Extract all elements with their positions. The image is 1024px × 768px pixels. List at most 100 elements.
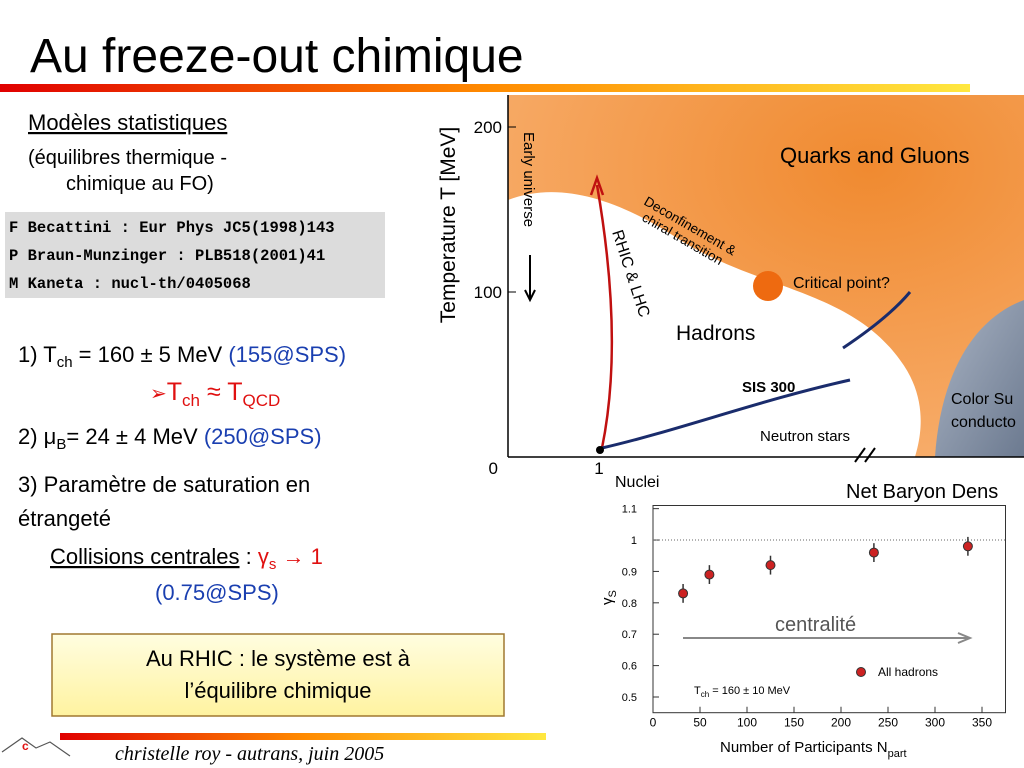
item: 2) μB= 24 ± 4 MeV (250@SPS): [18, 424, 322, 453]
y-tick-label: 0.7: [622, 629, 637, 641]
arrow: [683, 632, 973, 644]
reference: M Kaneta : nucl-th/0405068: [9, 275, 251, 293]
x-tick-label: 300: [925, 716, 945, 730]
y-axis-label: γS: [599, 590, 619, 605]
label: Early universe: [520, 132, 537, 227]
legend-marker: [856, 667, 866, 677]
axis-label: Net Baryon Dens: [846, 481, 998, 503]
item: 1) Tch = 160 ± 5 MeV (155@SPS): [18, 342, 346, 371]
plot-frame: [652, 505, 1006, 714]
sub: ch: [182, 391, 200, 410]
title-rule: [0, 84, 970, 92]
x-tick-label: 100: [737, 716, 757, 730]
conclusion: ➢Tch ≈ TQCD: [150, 378, 280, 410]
label: Color Su: [951, 391, 1013, 408]
sub: ch: [701, 690, 709, 699]
point: [704, 569, 715, 580]
gamma-chart: 0.5 0.6 0.7 0.8 0.9 1 1.1 0 50 100 150 200 250 300 350…: [599, 504, 1006, 760]
y-tick-label: 1.1: [622, 504, 637, 516]
text: :: [240, 544, 258, 569]
tick-label: 0: [489, 459, 498, 478]
axis-break: [854, 447, 876, 463]
bullet: ➢: [150, 383, 167, 405]
trajectory: [601, 378, 851, 450]
x-tick-label: 50: [693, 716, 707, 730]
item: étrangeté: [18, 506, 111, 531]
text: T: [227, 378, 242, 406]
collisions: Collisions centrales : γs → 1: [50, 544, 323, 573]
title: Au freeze-out chimique: [30, 30, 524, 83]
text: → 1: [276, 544, 322, 569]
note: chimique au FO): [66, 173, 214, 195]
y-tick-label: 0.9: [622, 566, 637, 578]
x-tick-label: 150: [784, 716, 804, 730]
x-tick-label: 250: [878, 716, 898, 730]
logo: [1, 737, 71, 757]
text: = 24 ± 4 MeV: [66, 424, 203, 449]
sub: S: [607, 590, 619, 597]
text: Collisions centrales: [50, 544, 240, 569]
legend-label: All hadrons: [878, 665, 938, 679]
text: 2) μ: [18, 424, 56, 449]
x-axis-label: Number of Participants Npart: [720, 739, 907, 760]
text: γ: [599, 597, 616, 605]
y-tick-label: 0.6: [622, 661, 637, 673]
point: [962, 541, 973, 552]
footer: christelle roy - autrans, juin 2005: [115, 743, 384, 765]
label: Neutron stars: [760, 428, 850, 445]
y-tick-label: 0.8: [622, 598, 637, 610]
point: [868, 547, 879, 558]
arrow: [524, 255, 536, 303]
callout: l’équilibre chimique: [184, 678, 371, 703]
x-tick-label: 0: [650, 716, 657, 730]
text: = 160 ± 10 MeV: [709, 685, 791, 697]
text: ≈: [200, 378, 227, 406]
phase-diagram: 200 100 0 1 Temperature T [MeV] Early un…: [437, 95, 1024, 503]
point: [765, 560, 776, 571]
footer-rule: [60, 733, 546, 740]
trajectory: [842, 291, 912, 350]
reference: P Braun-Munzinger : PLB518(2001)41: [9, 247, 325, 265]
text: γ: [258, 544, 269, 569]
trajectory: [589, 174, 613, 449]
text: = 160 ± 5 MeV: [73, 342, 229, 367]
sub: QCD: [242, 391, 280, 410]
callout: Au RHIC : le système est à: [146, 646, 411, 671]
callout-box: [51, 633, 505, 717]
critical-point: [753, 271, 783, 301]
label: Quarks and Gluons: [780, 143, 970, 168]
superconductor-region: [935, 300, 1024, 457]
nuclei-point: [596, 446, 604, 454]
label: conducto: [951, 414, 1016, 431]
label: SIS 300: [742, 379, 795, 396]
text: Number of Participants N: [720, 739, 888, 756]
axis-label: Temperature T [MeV]: [437, 127, 460, 323]
note: (250@SPS): [204, 424, 322, 449]
sub: s: [269, 556, 277, 573]
sub: part: [888, 748, 907, 760]
text: T: [167, 378, 182, 406]
heading: Modèles statistiques: [28, 110, 227, 135]
note: (0.75@SPS): [155, 580, 279, 605]
item: 3) Paramètre de saturation en: [18, 472, 310, 497]
reference-box: [5, 212, 385, 298]
sub: B: [56, 436, 66, 453]
label: Hadrons: [676, 322, 755, 345]
tick-label: 100: [474, 283, 502, 302]
label: Nuclei: [615, 474, 659, 491]
tick-label: 200: [474, 118, 502, 137]
y-tick-label: 1: [631, 535, 637, 547]
text: T: [694, 685, 701, 697]
y-tick-label: 0.5: [622, 692, 637, 704]
note: (155@SPS): [228, 342, 346, 367]
text: 1) T: [18, 342, 57, 367]
annotation: Tch = 160 ± 10 MeV: [694, 685, 791, 699]
reference: F Becattini : Eur Phys JC5(1998)143: [9, 219, 335, 237]
point: [678, 588, 689, 599]
sub: ch: [57, 354, 73, 371]
x-tick-label: 350: [972, 716, 992, 730]
note: (équilibres thermique -: [28, 147, 227, 169]
arrow-label: centralité: [775, 614, 856, 636]
